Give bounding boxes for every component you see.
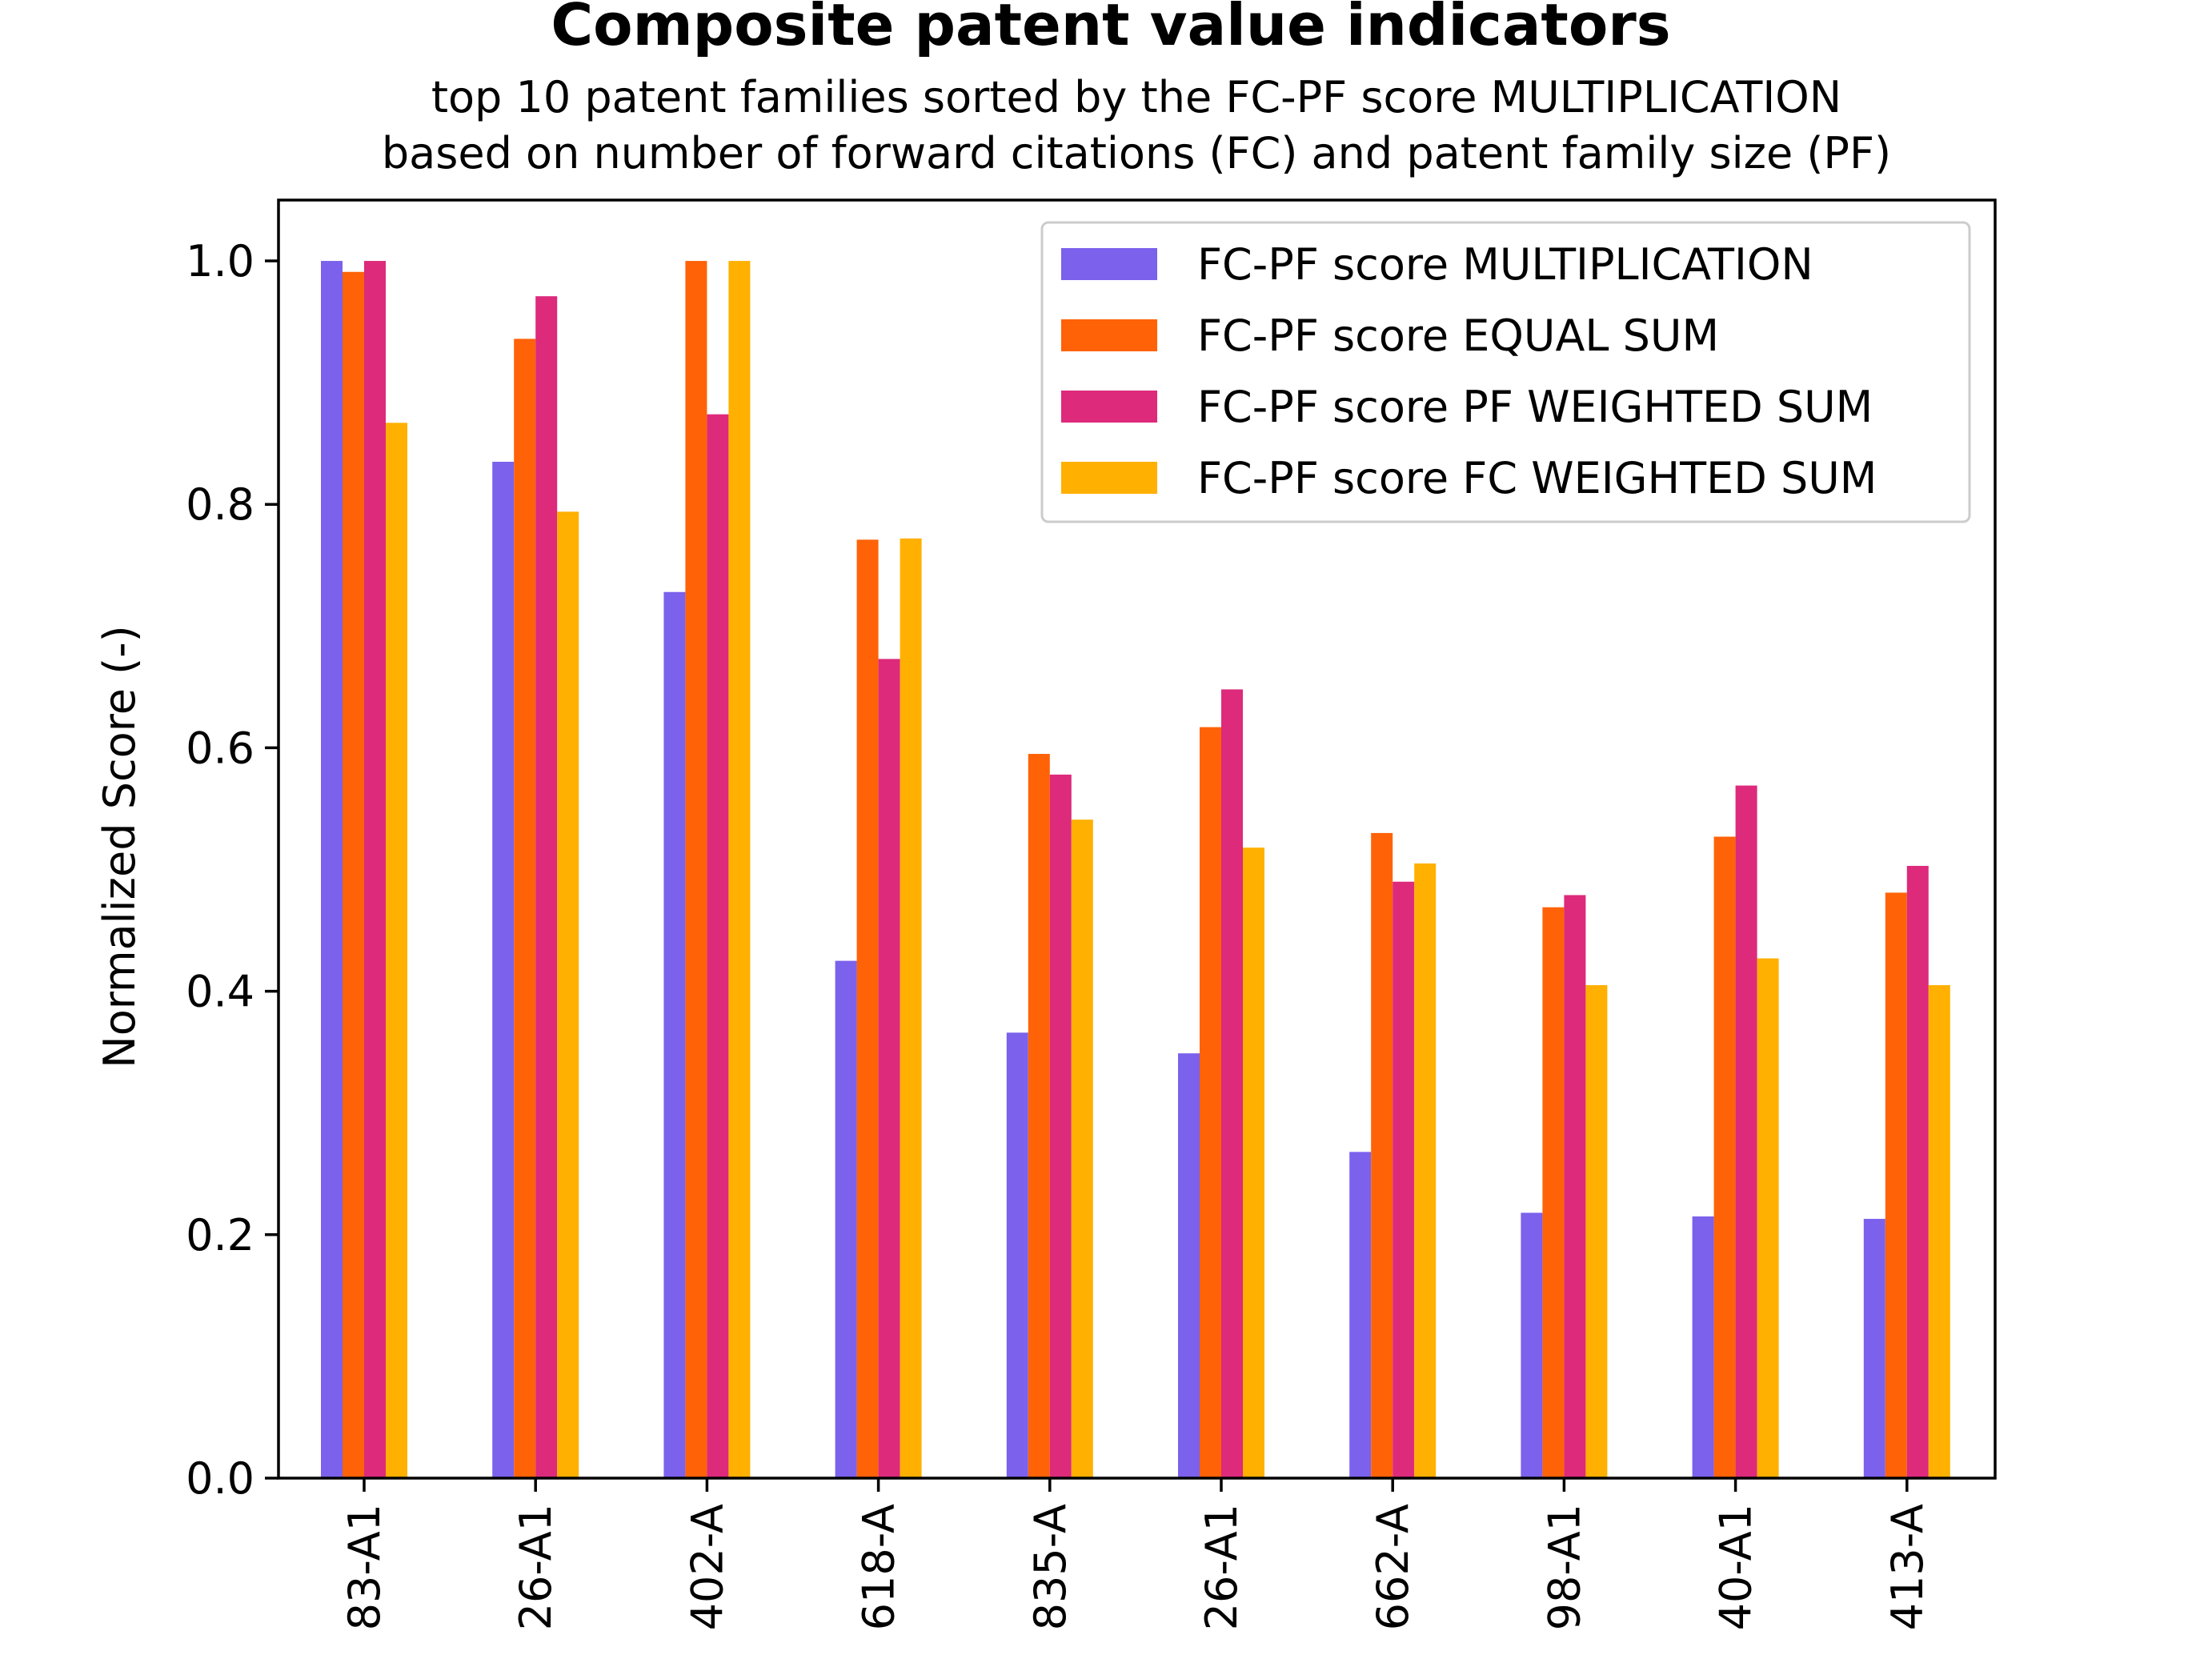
bar [492,462,514,1478]
x-tick-label: 83-A1 [339,1504,390,1630]
bar [514,339,535,1478]
bar [1414,864,1436,1478]
x-tick-label: 26-A1 [1196,1504,1247,1630]
chart-subtitle-line-1: top 10 patent families sorted by the FC-… [431,72,1841,122]
bar [1907,866,1929,1478]
bar [321,261,343,1478]
chart-subtitle-line-2: based on number of forward citations (FC… [382,128,1891,178]
bar [1221,689,1243,1478]
bar [364,261,386,1478]
y-axis: 0.0 0.2 0.4 0.6 0.8 1.0 [186,236,279,1504]
legend-swatch [1061,391,1157,423]
y-tick-label: 1.0 [186,236,254,287]
bar [1200,727,1221,1478]
y-axis-label: Normalized Score (-) [94,625,145,1068]
bar [857,539,879,1478]
bar [1736,786,1757,1478]
bar [1585,985,1607,1478]
y-tick-label: 0.2 [186,1210,254,1260]
bar [1564,895,1585,1478]
y-tick-label: 0.0 [186,1453,254,1504]
legend-swatch [1061,319,1157,351]
bar [1007,1032,1028,1478]
bar [1757,959,1779,1478]
y-tick-label: 0.8 [186,479,254,530]
bar [1050,775,1072,1478]
bar [1521,1212,1542,1478]
x-tick-label: 98-A1 [1539,1504,1589,1630]
bar [1072,819,1093,1478]
bar [1371,833,1393,1478]
y-tick-label: 0.4 [186,967,254,1017]
x-axis: 83-A1 26-A1 402-A 618-A 835-A 26-A1 662-A 98-A1… [339,1478,1933,1630]
bar [685,261,707,1478]
bar [386,423,407,1478]
x-tick-label: 413-A [1882,1504,1933,1630]
chart-title: Composite patent value indicators [551,0,1670,58]
bar [1349,1152,1371,1478]
x-tick-label: 26-A1 [511,1504,561,1630]
x-tick-label: 40-A1 [1711,1504,1761,1630]
bar [535,296,557,1478]
y-tick-label: 0.6 [186,723,254,773]
bar [1243,848,1264,1478]
x-tick-label: 618-A [854,1504,904,1630]
bar [1542,908,1564,1478]
bar [1028,754,1050,1478]
x-tick-label: 402-A [682,1504,732,1630]
bar [1864,1219,1885,1478]
bar [1929,985,1950,1478]
bar [1693,1216,1714,1478]
bar [343,272,364,1478]
bar [728,261,750,1478]
bar [557,511,579,1478]
legend-swatch [1061,462,1157,494]
x-tick-label: 835-A [1025,1504,1076,1630]
bar [900,539,922,1478]
legend-label: FC-PF score PF WEIGHTED SUM [1197,382,1873,432]
bar [879,659,900,1478]
bar [1714,836,1736,1478]
bar [1885,892,1907,1478]
bar [1393,882,1414,1478]
bar [836,961,857,1478]
legend: FC-PF score MULTIPLICATION FC-PF score EQ… [1042,222,1970,522]
bar [1178,1053,1200,1478]
legend-label: FC-PF score MULTIPLICATION [1197,239,1813,290]
bar [707,415,728,1478]
legend-swatch [1061,248,1157,280]
legend-label: FC-PF score EQUAL SUM [1197,311,1719,361]
x-tick-label: 662-A [1368,1504,1418,1630]
bar [663,592,685,1478]
legend-label: FC-PF score FC WEIGHTED SUM [1197,453,1877,503]
